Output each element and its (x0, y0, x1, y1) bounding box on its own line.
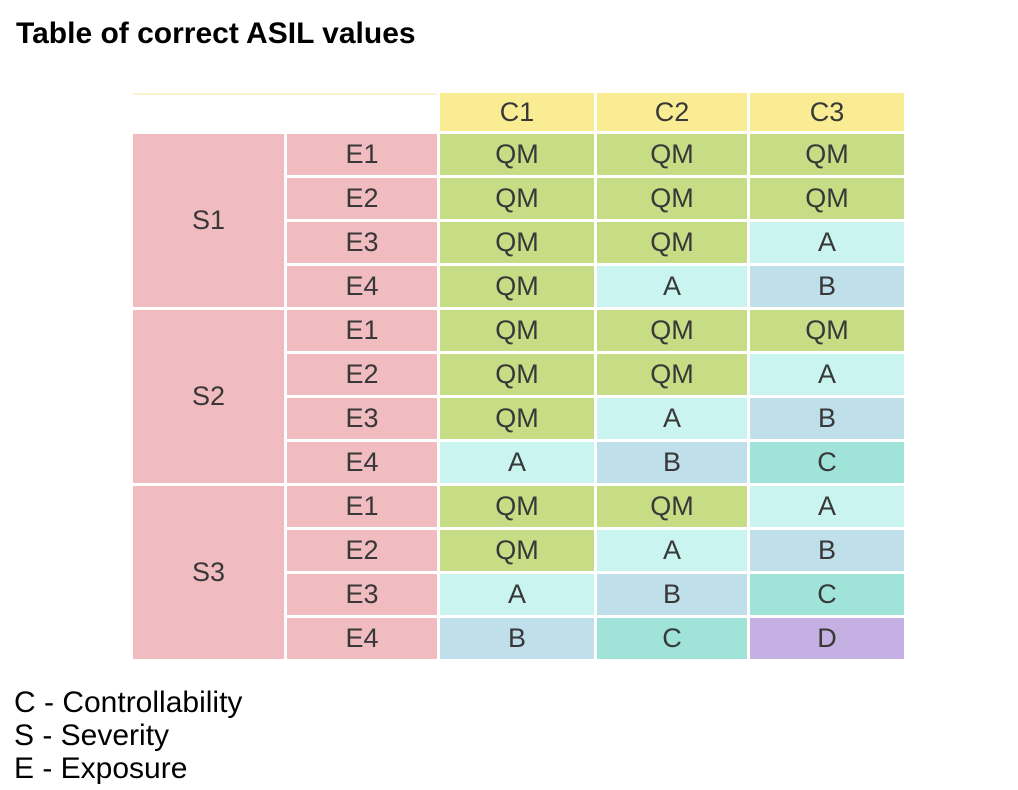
asil-value-cell: QM (597, 486, 747, 527)
legend-item-controllability: C - Controllability (14, 686, 243, 719)
asil-value-cell: A (440, 442, 594, 483)
asil-value-cell: QM (440, 530, 594, 571)
column-header-c2: C2 (597, 93, 747, 131)
asil-value-cell: D (750, 618, 904, 659)
legend-item-severity: S - Severity (14, 719, 170, 752)
asil-value-cell: QM (750, 178, 904, 219)
asil-value-cell: QM (440, 486, 594, 527)
exposure-cell-s3-e1: E1 (287, 486, 437, 527)
exposure-cell-s2-e2: E2 (287, 354, 437, 395)
exposure-cell-s1-e2: E2 (287, 178, 437, 219)
asil-value-cell: B (597, 574, 747, 615)
asil-value-cell: B (750, 530, 904, 571)
legend: C - Controllability S - Severity E - Exp… (14, 686, 242, 785)
exposure-cell-s3-e2: E2 (287, 530, 437, 571)
exposure-cell-s2-e3: E3 (287, 398, 437, 439)
exposure-cell-s3-e4: E4 (287, 618, 437, 659)
asil-value-cell: QM (597, 354, 747, 395)
asil-table: C1 C2 C3 S1 E1 QM QM QM E2 QM QM QM E3 QM QM A E4 QM A B S2 E… (133, 93, 904, 659)
column-header-c3: C3 (750, 93, 904, 131)
asil-value-cell: B (440, 618, 594, 659)
exposure-cell-s1-e3: E3 (287, 222, 437, 263)
asil-value-cell: C (597, 618, 747, 659)
asil-value-cell: QM (440, 354, 594, 395)
asil-value-cell: QM (750, 134, 904, 175)
asil-value-cell: B (597, 442, 747, 483)
severity-cell-s2: S2 (133, 310, 284, 483)
column-header-c1: C1 (440, 93, 594, 131)
asil-value-cell: QM (440, 266, 594, 307)
exposure-cell-s2-e4: E4 (287, 442, 437, 483)
asil-value-cell: QM (440, 222, 594, 263)
asil-value-cell: QM (597, 222, 747, 263)
asil-value-cell: C (750, 442, 904, 483)
asil-value-cell: A (750, 486, 904, 527)
asil-value-cell: C (750, 574, 904, 615)
exposure-cell-s1-e1: E1 (287, 134, 437, 175)
asil-value-cell: QM (440, 178, 594, 219)
exposure-cell-s2-e1: E1 (287, 310, 437, 351)
severity-cell-s1: S1 (133, 134, 284, 307)
asil-value-cell: A (750, 354, 904, 395)
asil-value-cell: QM (440, 134, 594, 175)
asil-value-cell: A (750, 222, 904, 263)
exposure-cell-s1-e4: E4 (287, 266, 437, 307)
asil-value-cell: QM (597, 178, 747, 219)
page-title: Table of correct ASIL values (16, 17, 416, 50)
asil-value-cell: A (440, 574, 594, 615)
asil-value-cell: QM (440, 398, 594, 439)
asil-value-cell: QM (440, 310, 594, 351)
severity-cell-s3: S3 (133, 486, 284, 659)
asil-value-cell: A (597, 266, 747, 307)
corner-cell (133, 93, 437, 131)
legend-item-exposure: E - Exposure (14, 752, 188, 785)
asil-value-cell: QM (597, 310, 747, 351)
asil-value-cell: B (750, 266, 904, 307)
asil-value-cell: QM (597, 134, 747, 175)
asil-value-cell: QM (750, 310, 904, 351)
asil-value-cell: A (597, 530, 747, 571)
asil-value-cell: A (597, 398, 747, 439)
exposure-cell-s3-e3: E3 (287, 574, 437, 615)
asil-value-cell: B (750, 398, 904, 439)
